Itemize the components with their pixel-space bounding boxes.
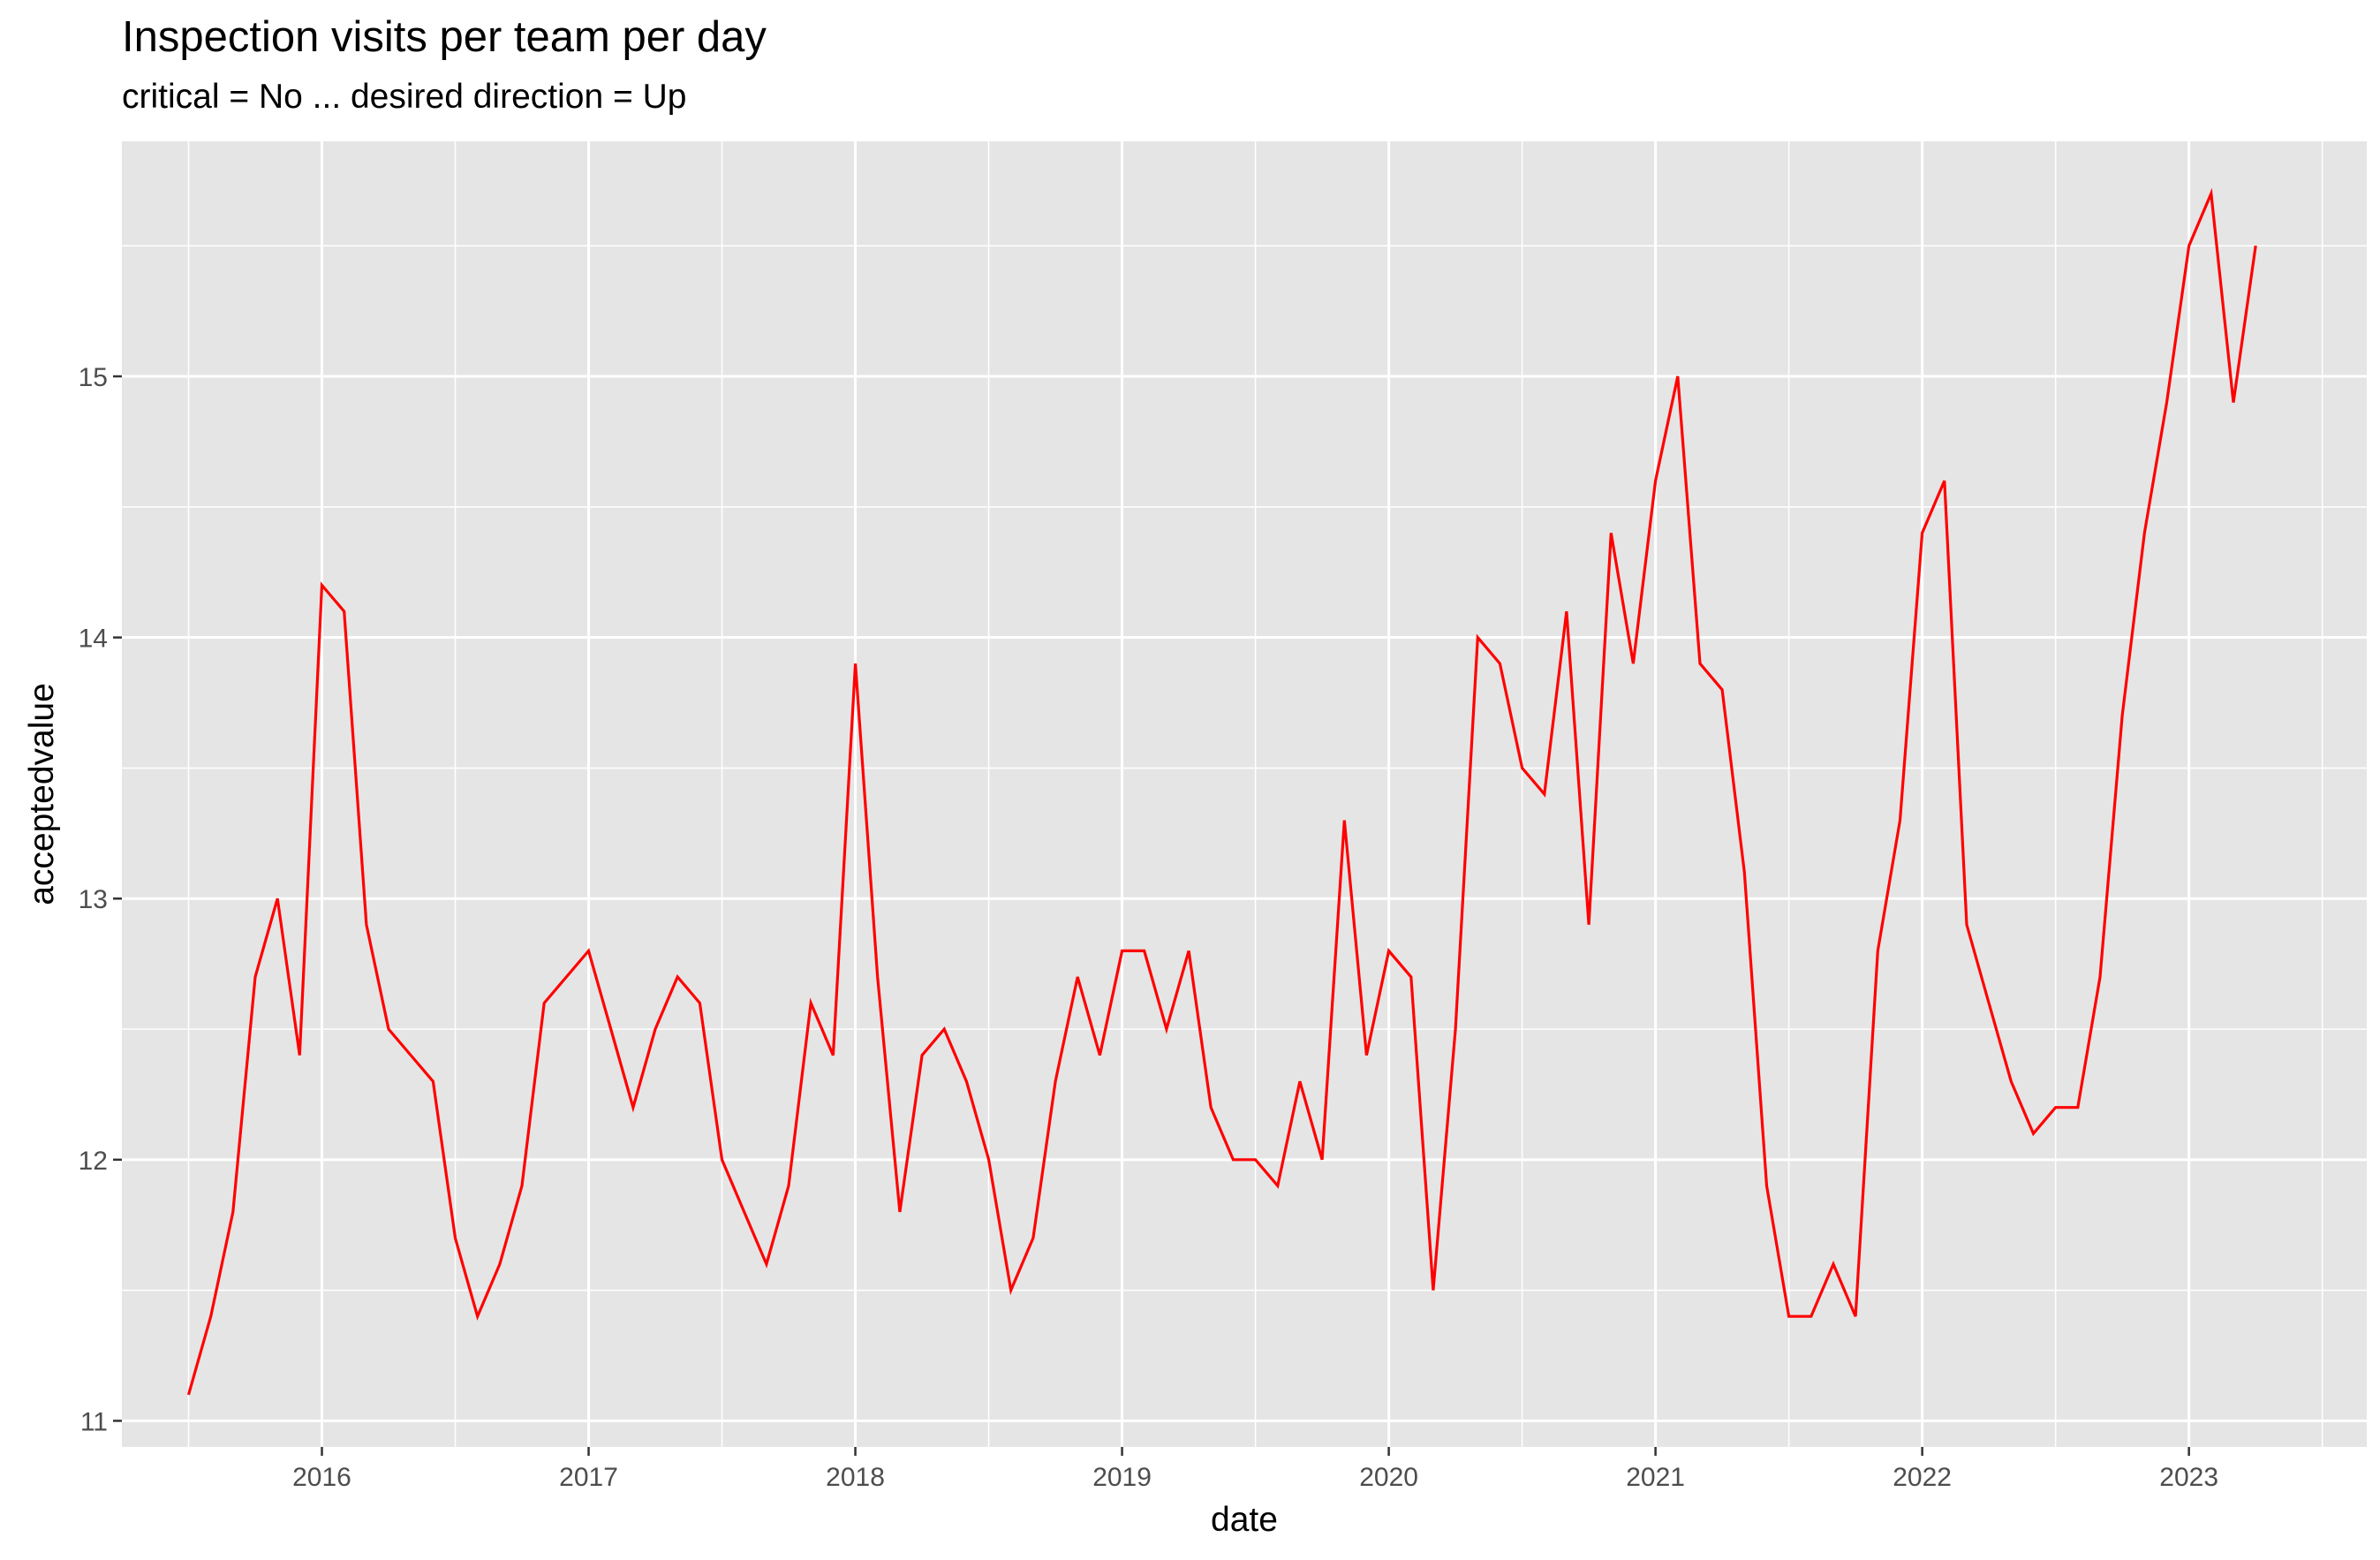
x-tick-label: 2018: [826, 1463, 885, 1492]
y-tick-label: 15: [79, 363, 108, 392]
y-tick-label: 13: [79, 885, 108, 914]
y-axis: 11 12 13 14 15: [79, 363, 122, 1436]
y-axis-title: acceptedvalue: [23, 683, 61, 905]
chart-title: Inspection visits per team per day: [122, 13, 767, 61]
series-line: [186, 187, 2257, 1396]
chart-subtitle: critical = No ... desired direction = Up: [122, 78, 687, 116]
x-tick-label: 2022: [1893, 1463, 1952, 1492]
x-tick-label: 2019: [1092, 1463, 1152, 1492]
x-axis: 2016 2017 2018 2019 2020 2021 2022 2023: [292, 1447, 2218, 1492]
y-tick-label: 11: [80, 1407, 108, 1436]
x-tick-label: 2016: [292, 1463, 351, 1492]
y-tick-label: 12: [79, 1147, 108, 1176]
series-layer: [186, 187, 2257, 1396]
x-tick-label: 2020: [1359, 1463, 1418, 1492]
y-tick-label: 14: [79, 625, 108, 654]
x-tick-label: 2017: [559, 1463, 618, 1492]
plot-panel: [122, 141, 2367, 1447]
x-tick-label: 2021: [1626, 1463, 1685, 1492]
x-tick-label: 2023: [2159, 1463, 2218, 1492]
x-axis-title: date: [1211, 1501, 1278, 1539]
minor-gridlines: [122, 141, 2367, 1447]
